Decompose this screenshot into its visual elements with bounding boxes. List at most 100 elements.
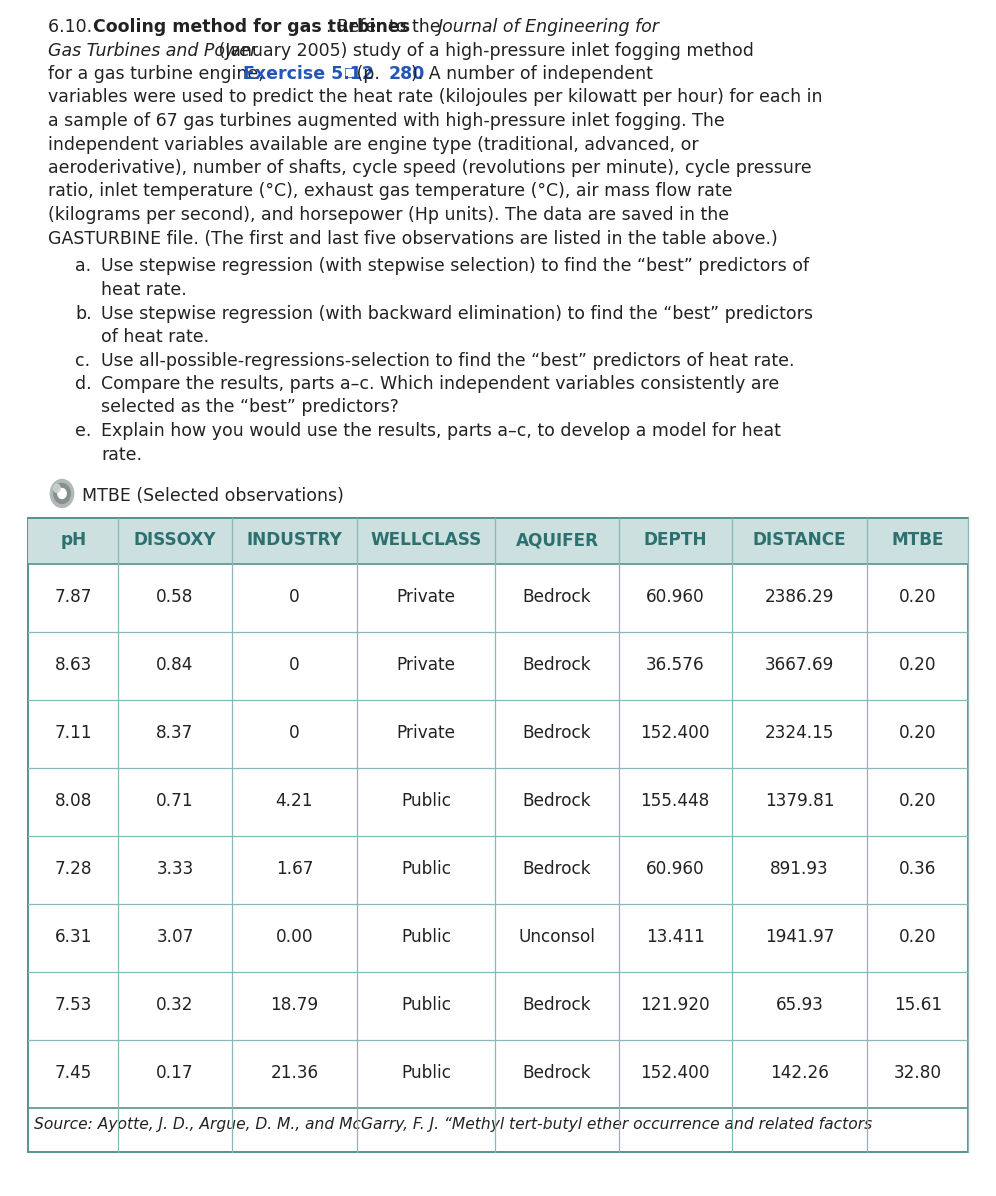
Text: variables were used to predict the heat rate (kilojoules per kilowatt per hour) : variables were used to predict the heat … <box>48 89 823 106</box>
Text: Bedrock: Bedrock <box>523 996 592 1014</box>
Text: c.: c. <box>75 352 90 370</box>
Text: a.: a. <box>75 257 91 275</box>
Text: 13.411: 13.411 <box>645 928 704 946</box>
Text: Public: Public <box>401 928 451 946</box>
Text: . Refer to the: . Refer to the <box>326 18 445 36</box>
Text: 155.448: 155.448 <box>640 793 710 811</box>
Text: 0.58: 0.58 <box>156 588 193 606</box>
Text: d.: d. <box>75 376 92 393</box>
Text: 2324.15: 2324.15 <box>765 725 835 743</box>
FancyBboxPatch shape <box>28 518 968 563</box>
Text: selected as the “best” predictors?: selected as the “best” predictors? <box>101 398 398 416</box>
Text: 280: 280 <box>388 65 425 83</box>
Text: (January 2005) study of a high-pressure inlet fogging method: (January 2005) study of a high-pressure … <box>213 42 754 60</box>
Text: 0.84: 0.84 <box>156 657 193 675</box>
Text: 152.400: 152.400 <box>640 725 710 743</box>
Text: 15.61: 15.61 <box>893 996 942 1014</box>
Text: (p.: (p. <box>352 65 385 83</box>
Text: GASTURBINE file. (The first and last five observations are listed in the table a: GASTURBINE file. (The first and last fiv… <box>48 230 778 248</box>
Text: Bedrock: Bedrock <box>523 725 592 743</box>
Text: 0.36: 0.36 <box>899 860 936 879</box>
Text: Use stepwise regression (with stepwise selection) to find the “best” predictors : Use stepwise regression (with stepwise s… <box>101 257 809 275</box>
Text: ratio, inlet temperature (°C), exhaust gas temperature (°C), air mass flow rate: ratio, inlet temperature (°C), exhaust g… <box>48 183 732 201</box>
Text: Private: Private <box>396 725 456 743</box>
Text: Journal of Engineering for: Journal of Engineering for <box>438 18 660 36</box>
Text: Bedrock: Bedrock <box>523 793 592 811</box>
Text: 0: 0 <box>289 657 300 675</box>
Text: 7.11: 7.11 <box>55 725 92 743</box>
Text: 32.80: 32.80 <box>893 1064 942 1082</box>
FancyBboxPatch shape <box>28 518 968 1152</box>
Text: 0: 0 <box>289 725 300 743</box>
Text: b.: b. <box>75 305 92 323</box>
Text: 7.45: 7.45 <box>55 1064 92 1082</box>
Text: Use all-possible-regressions-selection to find the “best” predictors of heat rat: Use all-possible-regressions-selection t… <box>101 352 795 370</box>
Text: 60.960: 60.960 <box>645 588 704 606</box>
Text: 1379.81: 1379.81 <box>765 793 835 811</box>
Text: Public: Public <box>401 996 451 1014</box>
Text: independent variables available are engine type (traditional, advanced, or: independent variables available are engi… <box>48 135 698 153</box>
Text: Unconsol: Unconsol <box>519 928 596 946</box>
Text: 0.20: 0.20 <box>899 928 936 946</box>
Text: a sample of 67 gas turbines augmented with high-pressure inlet fogging. The: a sample of 67 gas turbines augmented wi… <box>48 112 725 130</box>
Text: 0.20: 0.20 <box>899 725 936 743</box>
Text: Public: Public <box>401 860 451 879</box>
Text: of heat rate.: of heat rate. <box>101 328 209 346</box>
Text: AQUIFER: AQUIFER <box>516 531 599 549</box>
Text: DISSOXY: DISSOXY <box>133 531 216 549</box>
Text: MTBE: MTBE <box>891 531 944 549</box>
Text: 1.67: 1.67 <box>276 860 313 879</box>
Text: DEPTH: DEPTH <box>643 531 707 549</box>
Text: 7.87: 7.87 <box>55 588 92 606</box>
Text: 0.17: 0.17 <box>156 1064 194 1082</box>
Text: pH: pH <box>60 531 87 549</box>
Text: Bedrock: Bedrock <box>523 657 592 675</box>
Text: ). A number of independent: ). A number of independent <box>411 65 653 83</box>
Text: 8.63: 8.63 <box>55 657 92 675</box>
Text: 8.37: 8.37 <box>156 725 193 743</box>
Text: DISTANCE: DISTANCE <box>753 531 847 549</box>
Text: 891.93: 891.93 <box>770 860 829 879</box>
Text: 0.20: 0.20 <box>899 588 936 606</box>
Text: Gas Turbines and Power: Gas Turbines and Power <box>48 42 257 60</box>
Text: 6.31: 6.31 <box>55 928 92 946</box>
Text: Use stepwise regression (with backward elimination) to find the “best” predictor: Use stepwise regression (with backward e… <box>101 305 813 323</box>
Text: 4.21: 4.21 <box>276 793 313 811</box>
Text: 6.10.: 6.10. <box>48 18 98 36</box>
Text: 121.920: 121.920 <box>640 996 710 1014</box>
Text: Source: Ayotte, J. D., Argue, D. M., and McGarry, F. J. “Methyl tert-butyl ether: Source: Ayotte, J. D., Argue, D. M., and… <box>34 1117 872 1133</box>
Text: 18.79: 18.79 <box>270 996 319 1014</box>
Text: 7.53: 7.53 <box>55 996 92 1014</box>
Text: Private: Private <box>396 588 456 606</box>
Text: rate.: rate. <box>101 445 142 464</box>
Text: e.: e. <box>75 422 92 440</box>
Text: Bedrock: Bedrock <box>523 588 592 606</box>
Text: 8.08: 8.08 <box>55 793 92 811</box>
Text: 152.400: 152.400 <box>640 1064 710 1082</box>
Text: 3.07: 3.07 <box>156 928 194 946</box>
Text: 0.20: 0.20 <box>899 793 936 811</box>
Text: 21.36: 21.36 <box>270 1064 319 1082</box>
Text: Compare the results, parts a–c. Which independent variables consistently are: Compare the results, parts a–c. Which in… <box>101 376 779 393</box>
Text: INDUSTRY: INDUSTRY <box>247 531 343 549</box>
Text: 0.20: 0.20 <box>899 657 936 675</box>
Text: 0: 0 <box>289 588 300 606</box>
Text: (kilograms per second), and horsepower (Hp units). The data are saved in the: (kilograms per second), and horsepower (… <box>48 206 729 224</box>
Text: Public: Public <box>401 793 451 811</box>
Text: 2386.29: 2386.29 <box>765 588 835 606</box>
Text: Cooling method for gas turbines: Cooling method for gas turbines <box>93 18 410 36</box>
Text: 65.93: 65.93 <box>776 996 824 1014</box>
Text: Explain how you would use the results, parts a–c, to develop a model for heat: Explain how you would use the results, p… <box>101 422 781 440</box>
Text: WELLCLASS: WELLCLASS <box>371 531 482 549</box>
Text: 0.00: 0.00 <box>276 928 313 946</box>
Text: aeroderivative), number of shafts, cycle speed (revolutions per minute), cycle p: aeroderivative), number of shafts, cycle… <box>48 159 812 177</box>
Text: 7.28: 7.28 <box>55 860 92 879</box>
Text: Exercise 5.12: Exercise 5.12 <box>243 65 374 83</box>
Circle shape <box>51 480 74 507</box>
Text: 0.71: 0.71 <box>156 793 194 811</box>
Text: □: □ <box>341 65 357 78</box>
Text: 3667.69: 3667.69 <box>765 657 835 675</box>
Text: 142.26: 142.26 <box>770 1064 829 1082</box>
Text: Bedrock: Bedrock <box>523 860 592 879</box>
Text: Bedrock: Bedrock <box>523 1064 592 1082</box>
